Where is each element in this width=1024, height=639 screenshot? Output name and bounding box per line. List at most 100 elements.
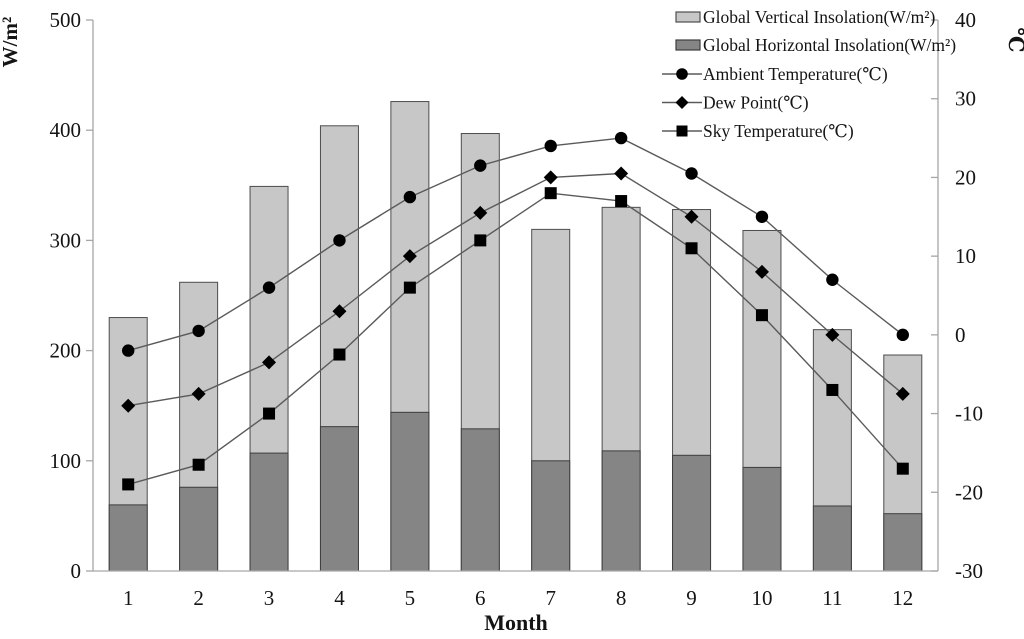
legend-item-horizontal-insolation: Global Horizontal Insolation(W/m²)	[675, 35, 956, 55]
marker-ambient-temperature-month-4	[333, 234, 346, 247]
legend-label: Global Vertical Insolation(W/m²)	[703, 7, 936, 27]
marker-sky-temperature-month-6	[474, 234, 487, 247]
bar-horizontal-insolation-month-3	[249, 452, 289, 572]
legend-square-marker-icon	[676, 125, 688, 137]
legend-label: Dew Point(℃)	[703, 93, 809, 113]
marker-sky-temperature-month-1	[122, 478, 135, 491]
bar-horizontal-insolation-month-10	[742, 466, 782, 572]
month-tick-label: 9	[686, 586, 697, 610]
marker-sky-temperature-month-8	[615, 195, 628, 208]
marker-dew-point-month-7	[543, 170, 558, 185]
bar-horizontal-insolation-month-5	[390, 411, 430, 572]
month-tick-label: 8	[616, 586, 627, 610]
marker-ambient-temperature-month-6	[474, 159, 487, 172]
marker-ambient-temperature-month-9	[685, 167, 698, 180]
marker-sky-temperature-month-10	[755, 309, 768, 322]
bar-horizontal-insolation-month-11	[812, 505, 852, 572]
marker-sky-temperature-month-11	[826, 383, 839, 396]
line-sky-temperature	[128, 192, 904, 486]
legend-diamond-marker-icon	[675, 96, 689, 109]
marker-sky-temperature-month-4	[333, 348, 346, 361]
marker-sky-temperature-month-5	[403, 281, 416, 294]
right-axis-tick-label: 20	[955, 165, 976, 189]
month-tick-label: 4	[334, 586, 345, 610]
right-axis-tick-label: 40	[955, 8, 976, 32]
marker-ambient-temperature-month-7	[544, 139, 557, 153]
bar-horizontal-insolation-month-2	[179, 486, 219, 572]
month-tick-label: 5	[405, 586, 416, 610]
month-tick-label: 2	[193, 586, 204, 610]
bars-group	[108, 101, 923, 572]
legend-swatch-horizontal-insolation-icon	[675, 39, 701, 51]
right-axis-tick-label: -20	[955, 480, 983, 504]
bar-horizontal-insolation-month-12	[883, 513, 923, 572]
left-axis-tick-label: 0	[71, 559, 82, 583]
x-axis-title: Month	[484, 610, 548, 635]
marker-sky-temperature-month-7	[544, 187, 557, 200]
month-tick-label: 1	[123, 586, 134, 610]
month-tick-label: 11	[822, 586, 842, 610]
marker-dew-point-month-2	[191, 386, 206, 401]
marker-ambient-temperature-month-12	[896, 328, 909, 342]
month-tick-label: 6	[475, 586, 486, 610]
marker-sky-temperature-month-2	[192, 458, 205, 471]
month-tick-label: 7	[545, 586, 556, 610]
marker-ambient-temperature-month-8	[614, 131, 628, 145]
right-axis-tick-label: -30	[955, 559, 983, 583]
marker-sky-temperature-month-9	[685, 242, 698, 255]
marker-dew-point-month-3	[262, 355, 277, 370]
left-axis-title: W/m²	[0, 17, 22, 68]
marker-dew-point-month-9	[684, 209, 699, 224]
left-axis-tick-label: 400	[50, 118, 82, 142]
line-dew-point	[128, 172, 904, 407]
marker-ambient-temperature-month-2	[192, 324, 205, 338]
right-axis-tick-label: 0	[955, 323, 966, 347]
legend-item-sky-temperature: Sky Temperature(℃)	[662, 121, 854, 141]
marker-ambient-temperature-month-1	[122, 344, 135, 357]
right-axis-tick-label: -10	[955, 402, 983, 426]
right-axis-tick-label: 30	[955, 87, 976, 111]
marker-ambient-temperature-month-10	[755, 210, 769, 223]
left-axis-tick-label: 100	[50, 449, 82, 473]
line-ambient-temperature	[128, 137, 904, 352]
bar-horizontal-insolation-month-8	[601, 450, 641, 572]
marker-sky-temperature-month-3	[263, 407, 276, 420]
marker-dew-point-month-10	[754, 264, 769, 279]
marker-ambient-temperature-month-3	[262, 281, 276, 294]
lines-group	[121, 131, 910, 491]
legend-item-ambient-temperature: Ambient Temperature(℃)	[662, 64, 888, 84]
marker-ambient-temperature-month-5	[403, 190, 417, 204]
marker-ambient-temperature-month-11	[826, 273, 839, 286]
marker-dew-point-month-12	[895, 386, 910, 401]
bar-horizontal-insolation-month-6	[460, 428, 500, 572]
legend-circle-marker-icon	[676, 68, 688, 80]
bar-horizontal-insolation-month-1	[108, 504, 148, 572]
right-axis-title: ℃	[1004, 27, 1024, 52]
marker-dew-point-month-5	[402, 249, 417, 264]
marker-dew-point-month-1	[121, 398, 136, 413]
right-axis-tick-label: 10	[955, 244, 976, 268]
bar-horizontal-insolation-month-9	[672, 454, 712, 572]
left-axis-tick-label: 300	[50, 228, 82, 252]
left-axis-tick-label: 500	[50, 8, 82, 32]
legend-item-dew-point: Dew Point(℃)	[662, 93, 809, 113]
bar-horizontal-insolation-month-7	[531, 460, 571, 572]
legend-item-vertical-insolation: Global Vertical Insolation(W/m²)	[675, 7, 936, 27]
month-tick-label: 10	[751, 586, 772, 610]
marker-dew-point-month-4	[332, 304, 347, 319]
legend-label: Ambient Temperature(℃)	[703, 64, 888, 84]
marker-sky-temperature-month-12	[896, 462, 909, 475]
month-tick-label: 12	[892, 586, 913, 610]
marker-dew-point-month-11	[825, 327, 840, 342]
left-axis-tick-label: 200	[50, 339, 82, 363]
legend-label: Sky Temperature(℃)	[703, 121, 854, 141]
bar-horizontal-insolation-month-4	[319, 426, 359, 572]
legend-label: Global Horizontal Insolation(W/m²)	[703, 35, 956, 55]
legend: Global Vertical Insolation(W/m²) Global …	[662, 7, 956, 141]
legend-swatch-vertical-insolation-icon	[675, 11, 701, 23]
month-tick-label: 3	[264, 586, 275, 610]
marker-dew-point-month-6	[473, 205, 488, 220]
